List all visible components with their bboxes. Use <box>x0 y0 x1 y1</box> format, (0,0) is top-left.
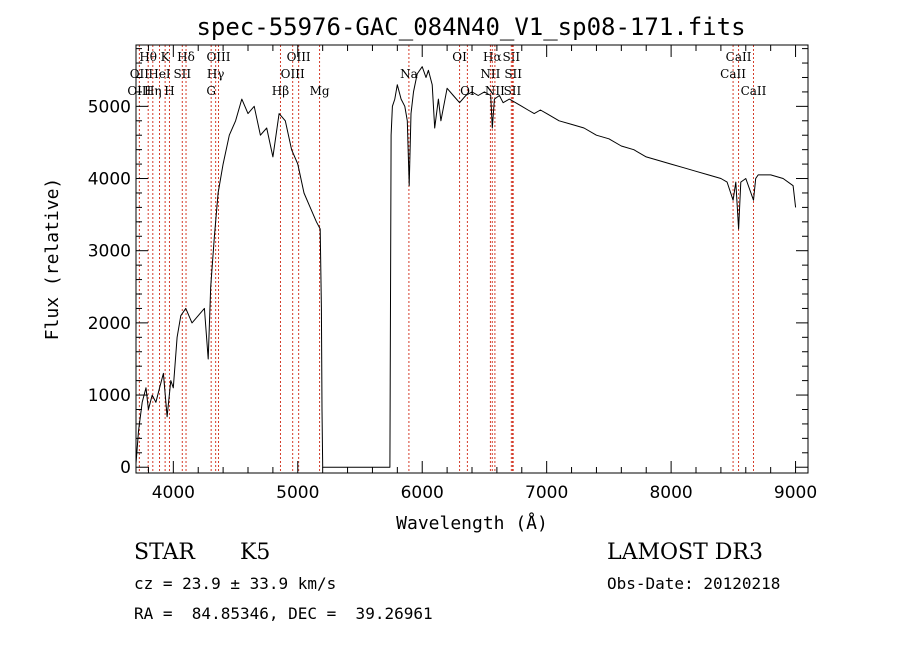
spectral-line-label: OIII <box>206 50 230 64</box>
y-axis-label: Flux (relative) <box>42 178 63 341</box>
spectral-line-label: Hθ <box>139 50 157 64</box>
y-tick-label: 4000 <box>88 170 131 190</box>
spectral-line-label: Hβ <box>272 84 289 98</box>
y-tick-label: 2000 <box>88 314 131 334</box>
x-tick-label: 6000 <box>401 483 444 503</box>
spectral-line-label: OI <box>460 84 475 98</box>
spectral-line-label: OII <box>130 67 150 81</box>
spectral-line-label: K <box>161 50 171 64</box>
y-tick-label: 0 <box>120 458 131 478</box>
x-tick-label: 8000 <box>649 483 692 503</box>
spectral-line-label: Mg <box>310 84 330 98</box>
chart-title: spec-55976-GAC_084N40_V1_sp08-171.fits <box>196 13 745 41</box>
spectrum-line <box>135 66 797 468</box>
y-tick-label: 3000 <box>88 242 131 262</box>
coordinates-text: RA = 84.85346, DEC = 39.26961 <box>134 604 433 623</box>
axis-ticks: 4000 5000 6000 7000 8000 9000 0 1000 2000 3000 400… <box>88 45 817 503</box>
x-tick-label: 5000 <box>276 483 319 503</box>
spectral-line-label: OI <box>452 50 467 64</box>
spectral-line-label: SII <box>173 67 191 81</box>
x-tick-label: 4000 <box>152 483 195 503</box>
spectral-line-label: G <box>206 84 216 98</box>
spectral-line-label: NII <box>480 67 500 81</box>
spectral-line-label: Hη <box>144 84 162 98</box>
x-axis-label: Wavelength (Å) <box>396 512 548 534</box>
redshift-text: cz = 23.9 ± 33.9 km/s <box>134 574 337 593</box>
spectral-line-label: H <box>164 84 174 98</box>
spectral-line-label: SII <box>504 84 522 98</box>
spectral-line-label: Hα <box>483 50 502 64</box>
spectral-line-label: SII <box>504 67 522 81</box>
spectral-line-label: Na <box>400 67 418 81</box>
object-subclass: K5 <box>240 540 271 565</box>
spectral-line-label: CaII <box>720 67 746 81</box>
spectral-line-label: NII <box>485 84 505 98</box>
x-tick-label: 9000 <box>774 483 817 503</box>
spectral-line-label: Hγ <box>207 67 225 81</box>
spectral-line-label: OIII <box>287 50 311 64</box>
x-tick-label: 7000 <box>525 483 568 503</box>
observation-date: Obs-Date: 20120218 <box>607 574 781 593</box>
spectral-line-label: CaII <box>726 50 752 64</box>
y-tick-label: 1000 <box>88 386 131 406</box>
spectral-line-label: OIII <box>281 67 305 81</box>
survey-name: LAMOST DR3 <box>607 540 763 565</box>
object-class: STAR <box>134 540 195 565</box>
plot-frame <box>135 44 809 474</box>
y-tick-label: 5000 <box>88 97 131 117</box>
spectral-line-label: HeI <box>148 67 171 81</box>
spectral-line-label: SII <box>502 50 520 64</box>
line-marks: Hθ OII OIII K HeI Hη SII H Hδ OIII Hγ G Hβ OIII OIII Mg… <box>127 45 767 473</box>
spectral-line-label: CaII <box>741 84 767 98</box>
spectral-line-label: Hδ <box>177 50 195 64</box>
spectral-line-label: OIII <box>127 84 151 98</box>
